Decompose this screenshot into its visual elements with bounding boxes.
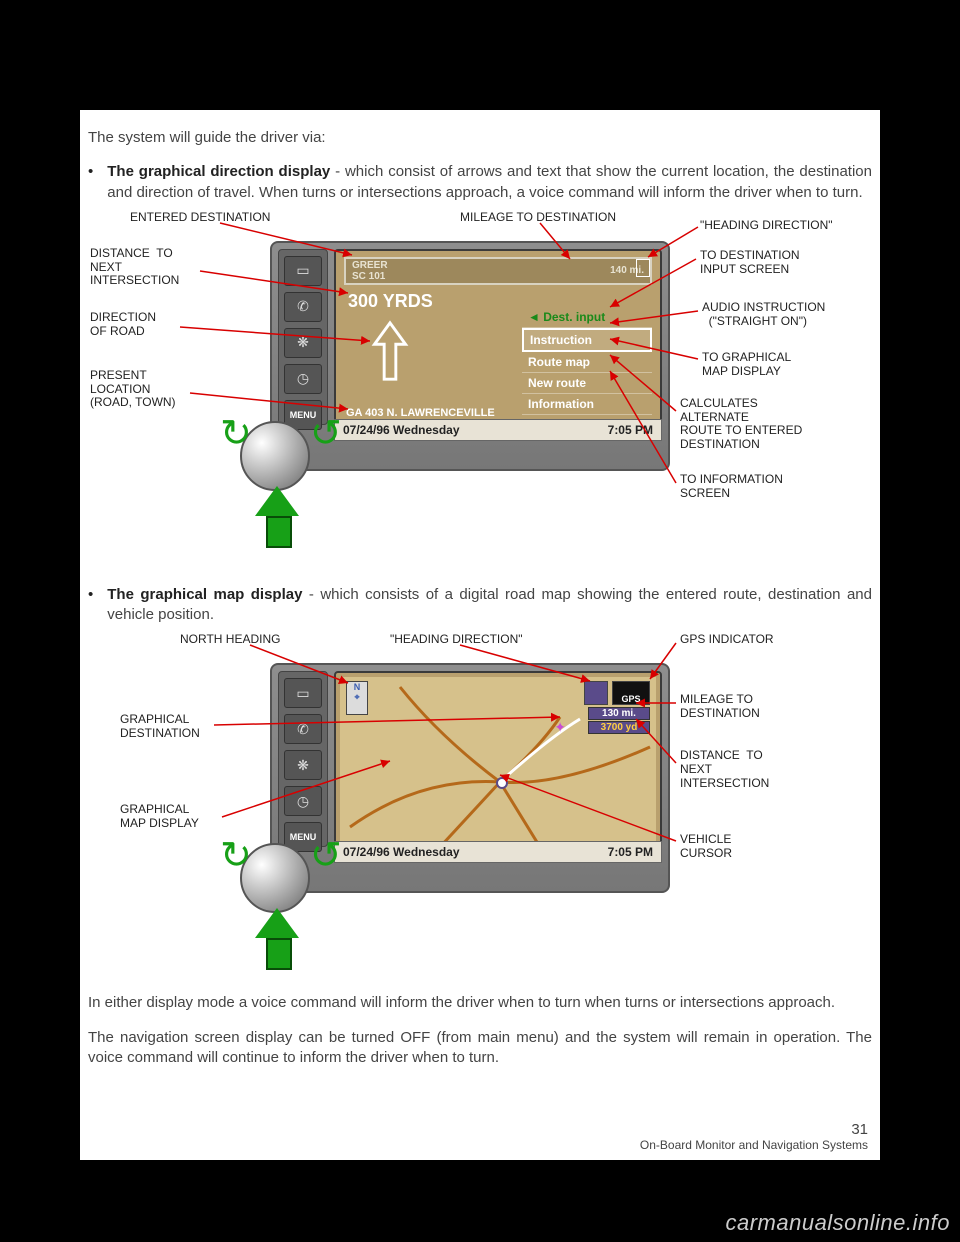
direction-arrow-icon [366, 319, 414, 387]
menu-new-route[interactable]: New route [522, 373, 652, 394]
status-bar-2: 07/24/96 Wednesday 7:05 PM [334, 841, 662, 863]
label-gps-indicator: GPS INDICATOR [680, 633, 774, 647]
menu-information[interactable]: Information [522, 394, 652, 415]
label-graphical-map: GRAPHICAL MAP DISPLAY [120, 803, 199, 831]
bullet-2: • The graphical map display - which cons… [80, 585, 880, 626]
post-text-1: In either display mode a voice command w… [80, 993, 880, 1013]
menu-dest-input[interactable]: ◄ Dest. input [522, 307, 652, 328]
rotate-right-icon: ↺ [310, 411, 342, 456]
label-heading-direction: "HEADING DIRECTION" [700, 219, 833, 233]
sidebar-btn-clock-2[interactable]: ◷ [284, 786, 322, 816]
current-road: GA 403 N. LAWRENCEVILLE [346, 407, 495, 419]
rotate-left-icon: ↺ [220, 411, 252, 456]
status-time-2: 7:05 PM [608, 845, 653, 859]
label-north-heading: NORTH HEADING [180, 633, 280, 647]
sidebar-btn-clock[interactable]: ◷ [284, 364, 322, 394]
bullet-1-bold: The graphical direction display [107, 163, 330, 180]
page-number: 31 [640, 1121, 868, 1138]
footer-title: On-Board Monitor and Navigation Systems [640, 1138, 868, 1152]
label-calc-alternate: CALCULATES ALTERNATE ROUTE TO ENTERED DE… [680, 397, 802, 452]
label-dist-next: DISTANCE TO NEXT INTERSECTION [90, 247, 179, 288]
gps-text: GPS [621, 694, 640, 704]
status-date: 07/24/96 Wednesday [343, 423, 460, 437]
label-audio-instruction: AUDIO INSTRUCTION ("STRAIGHT ON") [702, 301, 825, 329]
sidebar-btn-blank[interactable]: ▭ [284, 256, 322, 286]
heading-box[interactable] [584, 681, 608, 705]
bullet-dot: • [88, 162, 107, 203]
push-arrow-icon [255, 486, 299, 516]
screen-map: N⌖ GPS 130 mi. 3700 yd ✦ [334, 671, 662, 847]
bullet-2-text: The graphical map display - which consis… [107, 585, 872, 626]
screen-direction: GREER SC 101 140 mi. 300 YRDS ◄ Dest. in… [334, 249, 662, 425]
label-mileage-to-dest: MILEAGE TO DESTINATION [460, 211, 616, 225]
figure-direction-display: ENTERED DESTINATION MILEAGE TO DESTINATI… [90, 211, 870, 571]
label-to-graphical-map: TO GRAPHICAL MAP DISPLAY [702, 351, 791, 379]
rotate-right-icon-2: ↺ [310, 833, 342, 878]
map-area: N⌖ GPS 130 mi. 3700 yd ✦ [340, 677, 656, 841]
bullet-1: • The graphical direction display - whic… [80, 162, 880, 203]
label-to-info-screen: TO INFORMATION SCREEN [680, 473, 783, 501]
label-entered-destination: ENTERED DESTINATION [130, 211, 270, 225]
map-mileage: 130 mi. [588, 707, 650, 720]
map-dest-icon: ✦ [554, 719, 566, 736]
sidebar-btn-fan[interactable]: ❋ [284, 328, 322, 358]
label-dist-next-2: DISTANCE TO NEXT INTERSECTION [680, 749, 769, 790]
dest-line1: GREER [352, 260, 388, 271]
label-mileage-to-dest-2: MILEAGE TO DESTINATION [680, 693, 760, 721]
menu-route-map[interactable]: Route map [522, 352, 652, 373]
watermark: carmanualsonline.info [725, 1210, 950, 1236]
gps-box: GPS [612, 681, 650, 705]
compass-icon: N⌖ [346, 681, 368, 715]
compass-n: N [354, 682, 361, 692]
sidebar-btn-phone-2[interactable]: ✆ [284, 714, 322, 744]
rotate-left-icon-2: ↺ [220, 833, 252, 878]
bullet-2-bold: The graphical map display [107, 586, 302, 603]
sidebar-btn-blank-2[interactable]: ▭ [284, 678, 322, 708]
page-footer: 31 On-Board Monitor and Navigation Syste… [640, 1121, 868, 1152]
heading-button[interactable] [636, 259, 650, 277]
map-distance: 3700 yd [588, 721, 650, 734]
bullet-1-text: The graphical direction display - which … [107, 162, 872, 203]
label-vehicle-cursor: VEHICLE CURSOR [680, 833, 732, 861]
page: The system will guide the driver via: • … [80, 110, 880, 1160]
dest-line2: SC 101 [352, 271, 388, 282]
label-present-location: PRESENT LOCATION (ROAD, TOWN) [90, 369, 176, 410]
sidebar-btn-phone[interactable]: ✆ [284, 292, 322, 322]
intro-text: The system will guide the driver via: [80, 128, 880, 148]
device-sidebar-2: ▭ ✆ ❋ ◷ MENU [278, 671, 328, 847]
screen-menu: ◄ Dest. input Instruction Route map New … [522, 307, 652, 415]
status-bar: 07/24/96 Wednesday 7:05 PM [334, 419, 662, 441]
sidebar-btn-fan-2[interactable]: ❋ [284, 750, 322, 780]
label-graphical-destination: GRAPHICAL DESTINATION [120, 713, 200, 741]
distance-yards: 300 YRDS [348, 291, 433, 312]
label-to-dest-input: TO DESTINATION INPUT SCREEN [700, 249, 800, 277]
status-time: 7:05 PM [608, 423, 653, 437]
label-heading-direction-2: "HEADING DIRECTION" [390, 633, 523, 647]
status-date-2: 07/24/96 Wednesday [343, 845, 460, 859]
menu-instruction[interactable]: Instruction [522, 328, 652, 352]
push-arrow-icon-2 [255, 908, 299, 938]
device-sidebar: ▭ ✆ ❋ ◷ MENU [278, 249, 328, 425]
dest-box: GREER SC 101 140 mi. [344, 257, 652, 285]
label-direction-of-road: DIRECTION OF ROAD [90, 311, 156, 339]
figure-map-display: NORTH HEADING "HEADING DIRECTION" GPS IN… [90, 633, 870, 983]
post-text-2: The navigation screen display can be tur… [80, 1028, 880, 1069]
map-roads [340, 677, 656, 841]
bullet-dot-2: • [88, 585, 107, 626]
